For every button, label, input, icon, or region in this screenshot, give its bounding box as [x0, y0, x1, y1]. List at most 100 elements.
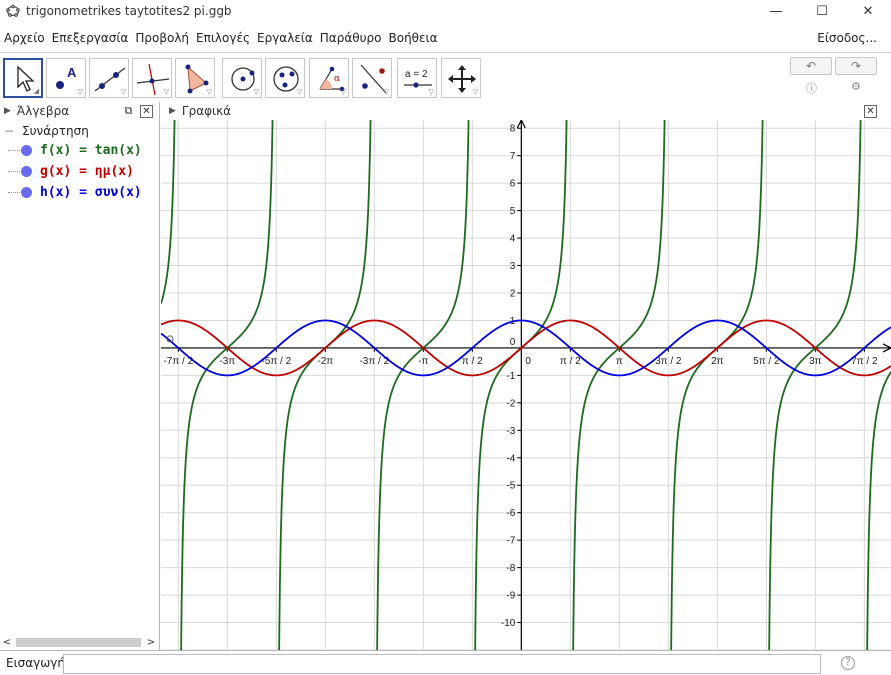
svg-text:α: α — [334, 74, 340, 84]
circle-icon — [231, 67, 255, 91]
x-tick-label: 3π — [809, 356, 822, 367]
point-tool-button[interactable]: A ▽ — [46, 58, 86, 98]
graphics-header: ▶ Γραφικά ✕ — [161, 102, 891, 120]
y-tick-label: 0 — [510, 337, 516, 348]
visibility-toggle-icon[interactable] — [21, 145, 32, 156]
y-tick-label: -1 — [506, 371, 515, 382]
menu-window[interactable]: Παράθυρο — [319, 31, 382, 45]
move-view-tool-button[interactable]: ▽ — [441, 58, 481, 98]
x-tick-label: 7π / 2 — [851, 356, 878, 367]
list-item-h[interactable]: h(x) = συν(x) — [0, 182, 158, 203]
close-graphics-button[interactable]: ✕ — [864, 105, 877, 118]
menu-file[interactable]: Αρχείο — [4, 31, 45, 45]
y-tick-label: -8 — [506, 563, 515, 574]
reflect-tool-button[interactable]: ▽ — [352, 58, 392, 98]
y-tick-label: -7 — [506, 536, 515, 547]
x-tick-label: 2π — [711, 356, 724, 367]
move-arrow-icon — [17, 65, 35, 92]
visibility-toggle-icon[interactable] — [21, 187, 32, 198]
scroll-right-icon[interactable]: > — [146, 637, 156, 648]
menu-tools[interactable]: Εργαλεία — [257, 31, 313, 45]
input-field[interactable] — [63, 654, 821, 674]
function-g-label: g(x) = ημ(x) — [40, 164, 134, 179]
line-icon — [94, 67, 126, 92]
conic-icon — [273, 66, 299, 92]
y-tick-label: 5 — [510, 206, 516, 217]
undock-icon[interactable]: ⧉ — [124, 104, 133, 117]
y-tick-label: 4 — [510, 234, 516, 245]
line-tool-button[interactable]: ▽ — [89, 58, 129, 98]
group-label: Συνάρτηση — [22, 124, 89, 138]
menu-options[interactable]: Επιλογές — [196, 31, 250, 45]
reflect-icon — [360, 64, 387, 94]
collapse-arrow-icon[interactable]: ▶ — [169, 106, 176, 116]
circle-tool-button[interactable]: ▽ — [222, 58, 262, 98]
collapse-icon[interactable]: − — [4, 124, 15, 138]
conic-tool-button[interactable]: ▽ — [265, 58, 305, 98]
x-tick-label: -5π / 2 — [261, 356, 291, 367]
menu-help[interactable]: Βοήθεια — [388, 31, 438, 45]
slider-icon: a = 2 — [404, 69, 432, 88]
move-tool-button[interactable]: ◢ — [3, 58, 43, 98]
angle-tool-button[interactable]: α ▽ — [309, 58, 349, 98]
y-axis-arrow — [516, 120, 526, 129]
help-icon[interactable]: ? — [841, 656, 855, 670]
move-view-icon — [448, 65, 476, 93]
group-functions[interactable]: − Συνάρτηση — [0, 122, 158, 140]
x-tick-label: -3π — [219, 356, 235, 367]
close-algebra-button[interactable]: ✕ — [140, 105, 153, 118]
visibility-toggle-icon[interactable] — [21, 166, 32, 177]
redo-button[interactable]: ↷ — [835, 57, 877, 75]
y-tick-label: -10 — [501, 618, 516, 629]
undo-button[interactable]: ↶ — [790, 57, 832, 75]
login-link[interactable]: Είσοδος... — [817, 31, 877, 45]
algebra-tree: − Συνάρτηση f(x) = tan(x) g(x) = ημ(x) h… — [0, 122, 158, 203]
point-marker — [166, 335, 174, 343]
x-tick-label: -π — [418, 356, 428, 367]
algebra-hscrollbar[interactable]: < > — [0, 635, 158, 650]
input-bar: Εισαγωγή: ? — [0, 650, 891, 675]
help-icon[interactable]: ⓘ — [806, 82, 817, 95]
svg-text:A: A — [67, 65, 77, 80]
function-curve-tanx — [161, 120, 891, 650]
gear-icon[interactable]: ⚙ — [851, 80, 861, 93]
slider-tool-button[interactable]: a = 2 ▽ — [397, 58, 437, 98]
minimize-button[interactable]: — — [769, 3, 783, 19]
list-item-f[interactable]: f(x) = tan(x) — [0, 140, 158, 161]
input-label: Εισαγωγή: — [6, 656, 70, 670]
algebra-title: Άλγεβρα — [16, 104, 70, 118]
x-tick-label: 3π / 2 — [655, 356, 682, 367]
menu-view[interactable]: Προβολή — [135, 31, 190, 45]
scroll-left-icon[interactable]: < — [2, 637, 12, 648]
menu-edit[interactable]: Επεξεργασία — [51, 31, 129, 45]
y-tick-label: 8 — [510, 124, 516, 135]
close-button[interactable]: ✕ — [862, 3, 874, 19]
x-tick-label: π — [616, 356, 623, 367]
x-tick-label: -2π — [317, 356, 333, 367]
x-tick-label: -3π / 2 — [359, 356, 389, 367]
y-tick-label: -4 — [506, 453, 515, 464]
x-tick-label: 5π / 2 — [753, 356, 780, 367]
y-tick-label: 2 — [510, 289, 516, 300]
function-f-label: f(x) = tan(x) — [40, 143, 142, 158]
algebra-header: ▶ Άλγεβρα — [0, 102, 159, 120]
geogebra-app-icon — [6, 4, 20, 17]
menu-bar: Αρχείο Επεξεργασία Προβολή Επιλογές Εργα… — [0, 27, 891, 49]
graphics-title: Γραφικά — [181, 104, 232, 118]
y-tick-label: -9 — [506, 591, 515, 602]
function-plot[interactable]: -7π / 2 -3π -5π / 2 -2π -3π / 2 -π π / 2 π / 2 π… — [161, 120, 891, 650]
slider-tool-label: a = 2 — [405, 69, 428, 80]
polygon-tool-button[interactable]: ▽ — [175, 58, 215, 98]
redo-icon: ↷ — [850, 59, 862, 73]
function-curve-sinx — [161, 319, 891, 377]
list-item-g[interactable]: g(x) = ημ(x) — [0, 161, 158, 182]
scroll-thumb[interactable] — [16, 638, 141, 647]
maximize-button[interactable]: ☐ — [816, 3, 828, 19]
y-tick-label: 3 — [510, 261, 516, 272]
polygon-icon — [185, 64, 209, 94]
angle-icon: α — [319, 66, 345, 92]
perpendicular-tool-button[interactable]: ▽ — [132, 58, 172, 98]
graphics-view[interactable]: ▶ Γραφικά ✕ -7π / 2 -3π -5π / 2 -2π -3π / 2-… — [161, 102, 891, 650]
y-tick-label: -3 — [506, 426, 515, 437]
collapse-arrow-icon[interactable]: ▶ — [4, 106, 11, 116]
